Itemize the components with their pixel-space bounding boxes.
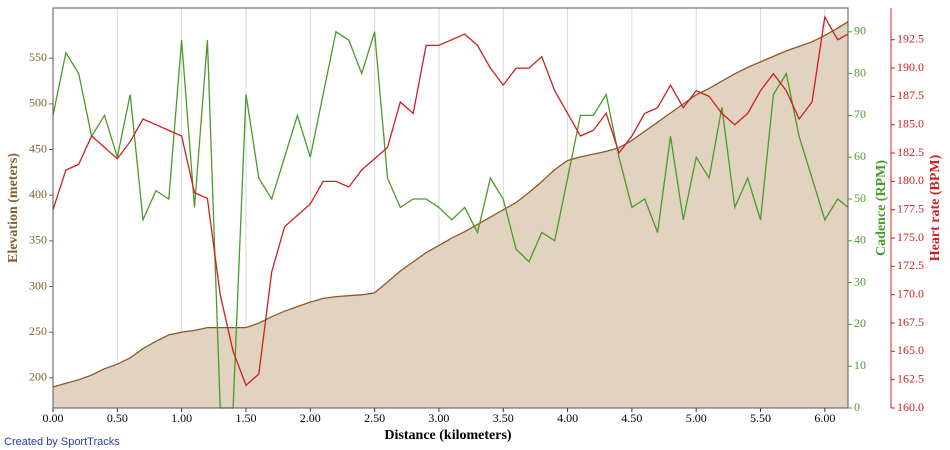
y3-tick-label: 185.0 bbox=[897, 116, 924, 130]
y3-tick-label: 187.5 bbox=[897, 88, 924, 102]
x-axis-title: Distance (kilometers) bbox=[384, 428, 511, 443]
credit: Created by SportTracks bbox=[4, 436, 120, 448]
y-tick-label: 300 bbox=[29, 278, 47, 292]
x-tick-label: 0.00 bbox=[43, 411, 64, 425]
y2-tick-label: 10 bbox=[854, 358, 866, 372]
plot-border bbox=[52, 7, 849, 409]
x-tick-label: 2.00 bbox=[300, 411, 321, 425]
y3-tick-label: 165.0 bbox=[897, 343, 924, 357]
y3-tick-label: 192.5 bbox=[897, 31, 924, 45]
x-tick-label: 6.00 bbox=[814, 411, 835, 425]
y2-tick-label: 80 bbox=[854, 65, 866, 79]
x-tick-label: 4.00 bbox=[557, 411, 578, 425]
plot-area bbox=[52, 8, 849, 409]
x-tick-label: 3.00 bbox=[428, 411, 449, 425]
y2-tick-label: 90 bbox=[854, 24, 866, 38]
x-tick-label: 1.00 bbox=[171, 411, 192, 425]
y-tick-label: 550 bbox=[29, 50, 47, 64]
y2-axis-title: Cadence (RPM) bbox=[874, 160, 889, 256]
x-tick-label: 0.50 bbox=[107, 411, 128, 425]
y3-tick-label: 172.5 bbox=[897, 258, 924, 272]
y3-tick-label: 167.5 bbox=[897, 315, 924, 329]
elevation-area bbox=[53, 21, 848, 408]
y3-tick-label: 190.0 bbox=[897, 60, 924, 74]
y-tick-label: 500 bbox=[29, 96, 47, 110]
y3-tick-label: 162.5 bbox=[897, 371, 924, 385]
x-tick-label: 4.50 bbox=[621, 411, 642, 425]
y2-tick-label: 0 bbox=[854, 400, 860, 414]
x-tick-label: 3.50 bbox=[493, 411, 514, 425]
y2-tick-label: 50 bbox=[854, 191, 866, 205]
y3-tick-label: 175.0 bbox=[897, 230, 924, 244]
y2-tick-label: 70 bbox=[854, 107, 866, 121]
y3-tick-label: 160.0 bbox=[897, 400, 924, 414]
y2-tick-label: 40 bbox=[854, 233, 866, 247]
series-line bbox=[52, 15, 849, 387]
x-tick-label: 5.00 bbox=[686, 411, 707, 425]
y-tick-label: 400 bbox=[29, 187, 47, 201]
y-tick-label: 350 bbox=[29, 233, 47, 247]
series-line bbox=[52, 30, 849, 409]
y-axis-title: Elevation (meters) bbox=[6, 153, 21, 263]
y2-tick-label: 30 bbox=[854, 274, 866, 288]
y3-tick-label: 177.5 bbox=[897, 201, 924, 215]
y2-tick-label: 20 bbox=[854, 316, 866, 330]
y-tick-label: 200 bbox=[29, 370, 47, 384]
y3-tick-label: 180.0 bbox=[897, 173, 924, 187]
x-tick-label: 1.50 bbox=[235, 411, 256, 425]
y2-tick-label: 60 bbox=[854, 149, 866, 163]
y-tick-label: 250 bbox=[29, 324, 47, 338]
y3-tick-label: 182.5 bbox=[897, 145, 924, 159]
x-tick-label: 2.50 bbox=[364, 411, 385, 425]
y-tick-label: 450 bbox=[29, 141, 47, 155]
x-tick-label: 5.50 bbox=[750, 411, 771, 425]
y3-tick-label: 170.0 bbox=[897, 286, 924, 300]
series-line bbox=[52, 21, 849, 388]
y3-axis-title: Heart rate (BPM) bbox=[928, 154, 943, 261]
